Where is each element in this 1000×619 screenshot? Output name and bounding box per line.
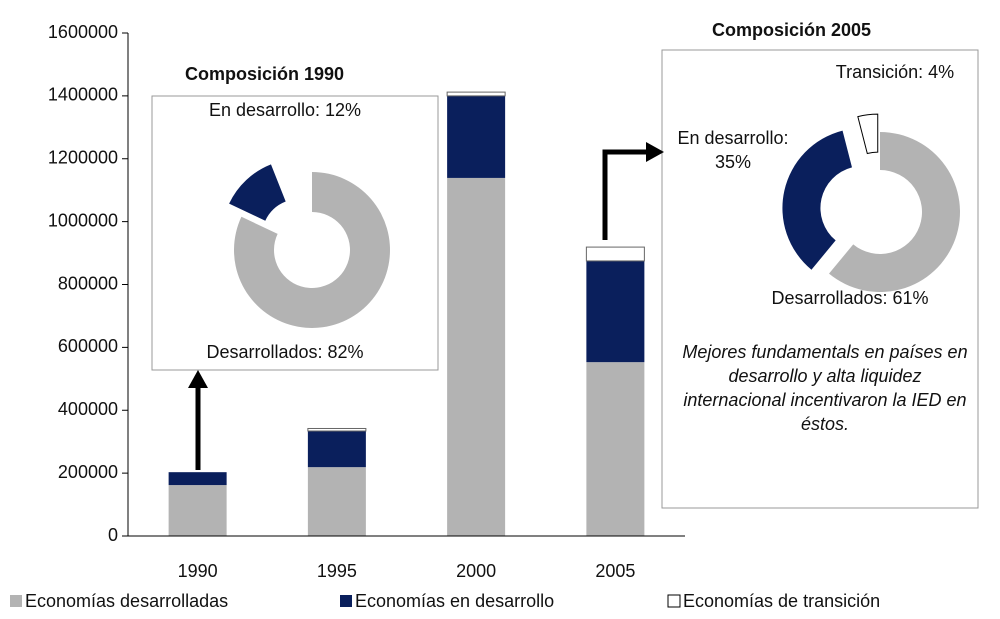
arrow xyxy=(195,149,650,470)
y-tick-label: 1400000 xyxy=(48,85,118,105)
y-tick-label: 1000000 xyxy=(48,210,118,230)
y-tick-label: 1600000 xyxy=(48,22,118,42)
y-tick-label: 400000 xyxy=(58,399,118,419)
inset-title: Composición 2005 xyxy=(712,20,872,40)
legend-swatch xyxy=(667,594,681,608)
y-tick-label: 600000 xyxy=(58,336,118,356)
x-tick-label: 1995 xyxy=(317,561,357,581)
data-label: Transición: 4% xyxy=(835,62,955,82)
bar-segment xyxy=(447,95,506,178)
y-tick-label: 200000 xyxy=(58,462,118,482)
data-label: En desarrollo: 12% xyxy=(208,100,362,120)
donut-slice xyxy=(782,130,852,270)
inset-box xyxy=(661,49,979,509)
x-tick-label: 1990 xyxy=(178,561,218,581)
annotation: Mejores fundamentals en países en desarr… xyxy=(682,342,968,434)
arrow-head xyxy=(188,370,208,388)
bar-segment xyxy=(307,430,366,468)
legend-label: Economías de transición xyxy=(683,591,880,611)
legend-label: Economías en desarrollo xyxy=(355,591,554,611)
donut-slice xyxy=(234,172,391,328)
legend-swatch xyxy=(10,595,22,607)
bar-segment xyxy=(585,246,645,262)
donut-slice xyxy=(229,164,286,221)
y-tick-label: 1200000 xyxy=(48,148,118,168)
bar-segment xyxy=(586,362,645,536)
x-tick-label: 2005 xyxy=(595,561,635,581)
bar-segment xyxy=(447,177,506,536)
bar-segment xyxy=(168,472,227,486)
data-label: Desarrollados: 61% xyxy=(771,288,929,308)
y-tick-label: 0 xyxy=(108,525,118,545)
data-label: Desarrollados: 82% xyxy=(206,342,364,362)
legend-label: Economías desarrolladas xyxy=(25,591,228,611)
legend-swatch xyxy=(340,595,352,607)
donut-slice xyxy=(829,132,960,292)
donut-slice xyxy=(857,113,879,155)
bar-segment xyxy=(586,260,645,363)
data-label: En desarrollo: 35% xyxy=(677,128,789,172)
arrow-head xyxy=(646,142,664,162)
bar-segment xyxy=(446,91,506,97)
bar-segment xyxy=(307,467,366,536)
x-tick-label: 2000 xyxy=(456,561,496,581)
inset-title: Composición 1990 xyxy=(185,64,345,84)
inset-box xyxy=(151,95,439,371)
y-tick-label: 800000 xyxy=(58,273,118,293)
bar-segment xyxy=(168,485,227,536)
bar-segment xyxy=(307,427,367,432)
